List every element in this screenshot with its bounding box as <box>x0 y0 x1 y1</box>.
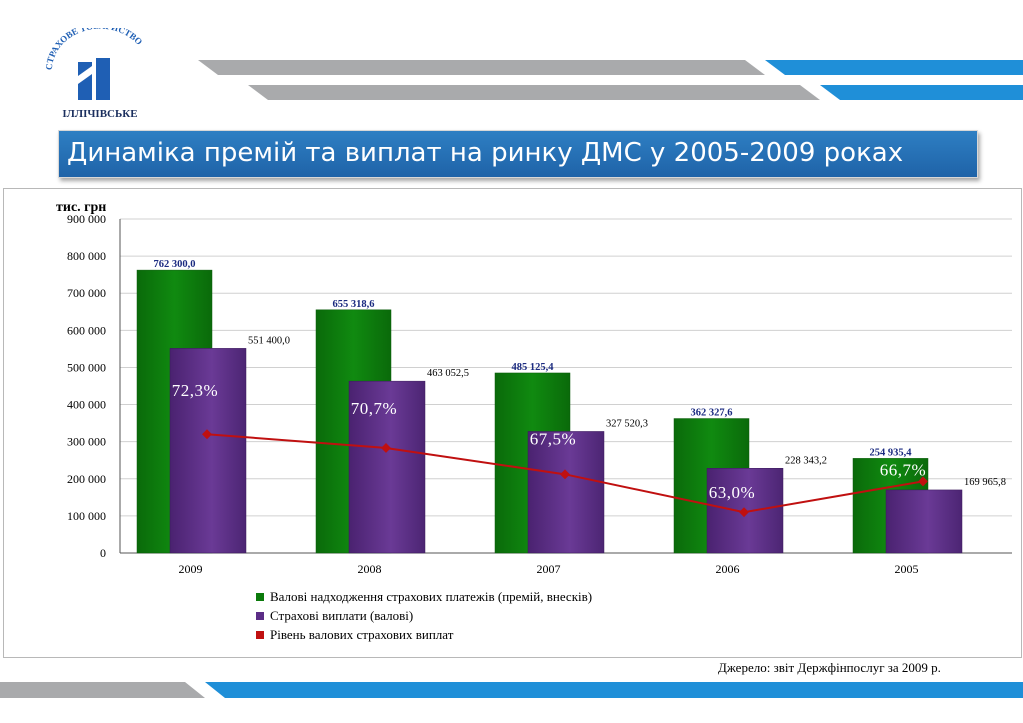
label-premiums-2008: 655 318,6 <box>333 299 375 310</box>
logo-name: ІЛЛІЧІВСЬКЕ <box>62 108 137 120</box>
label-premiums-2006: 362 327,6 <box>691 408 733 419</box>
y-tick-label: 700 000 <box>67 286 106 300</box>
y-tick-label: 600 000 <box>67 323 106 337</box>
label-premiums-2009: 762 300,0 <box>154 259 196 270</box>
x-tick-label: 2006 <box>716 562 740 576</box>
bar-payouts-2009 <box>169 348 247 554</box>
bar-line-chart: тис. грн 0 100 000 200 000 300 000 400 000 500… <box>56 200 1012 642</box>
x-tick-label: 2007 <box>537 562 561 576</box>
y-tick-label: 400 000 <box>67 398 106 412</box>
x-tick-label: 2005 <box>895 562 919 576</box>
label-payouts-2009: 551 400,0 <box>248 335 290 346</box>
label-premiums-2005: 254 935,4 <box>870 447 913 458</box>
slide-title-bar: Динаміка премій та виплат на ринку ДМС у… <box>58 130 978 178</box>
y-tick-label: 100 000 <box>67 509 106 523</box>
company-logo: СТРАХОВЕ ТОВАРИСТВО ІЛЛІЧІВСЬКЕ <box>44 28 145 120</box>
y-tick-label: 0 <box>100 546 106 560</box>
point-payout-level-2009 <box>202 429 212 440</box>
legend-label-0: Валові надходження страхових платежів (п… <box>270 589 592 604</box>
footer-stripes <box>0 682 1023 698</box>
point-payout-level-2006 <box>739 507 749 518</box>
y-tick-label: 200 000 <box>67 472 106 486</box>
header-stripes <box>198 60 1023 100</box>
y-tick-label: 900 000 <box>67 212 106 226</box>
y-tick-label: 500 000 <box>67 360 106 374</box>
chart-frame: тис. грн 0 100 000 200 000 300 000 400 000 500… <box>3 188 1022 658</box>
point-payout-level-2005 <box>918 476 928 487</box>
label-payout-level-2009: 72,3% <box>172 381 218 400</box>
bar-payouts-2007 <box>527 431 605 554</box>
label-payout-level-2007: 67,5% <box>530 429 576 448</box>
legend-marker-0 <box>256 593 264 601</box>
x-tick-label: 2008 <box>358 562 382 576</box>
label-payout-level-2006: 63,0% <box>709 483 755 502</box>
legend-marker-1 <box>256 612 264 620</box>
legend-label-2: Рівень валових страхових виплат <box>270 627 454 642</box>
legend-marker-2 <box>256 631 264 639</box>
label-payout-level-2008: 70,7% <box>351 399 397 418</box>
source-note: Джерело: звіт Держфінпослуг за 2009 р. <box>718 660 941 675</box>
x-tick-label: 2009 <box>179 562 203 576</box>
label-payouts-2006: 228 343,2 <box>785 455 827 466</box>
label-payouts-2005: 169 965,8 <box>964 477 1006 488</box>
y-unit-label: тис. грн <box>56 200 106 215</box>
bar-payouts-2005 <box>885 489 963 554</box>
point-payout-level-2007 <box>560 469 570 480</box>
label-payouts-2008: 463 052,5 <box>427 368 469 379</box>
slide-title: Динаміка премій та виплат на ринку ДМС у… <box>67 138 904 168</box>
label-payout-level-2005: 66,7% <box>880 460 926 479</box>
label-premiums-2007: 485 125,4 <box>512 362 555 373</box>
label-payouts-2007: 327 520,3 <box>606 418 648 429</box>
bar-payouts-2008 <box>348 380 426 554</box>
legend-label-1: Страхові виплати (валові) <box>270 608 413 623</box>
y-tick-label: 300 000 <box>67 435 106 449</box>
y-tick-label: 800 000 <box>67 249 106 263</box>
